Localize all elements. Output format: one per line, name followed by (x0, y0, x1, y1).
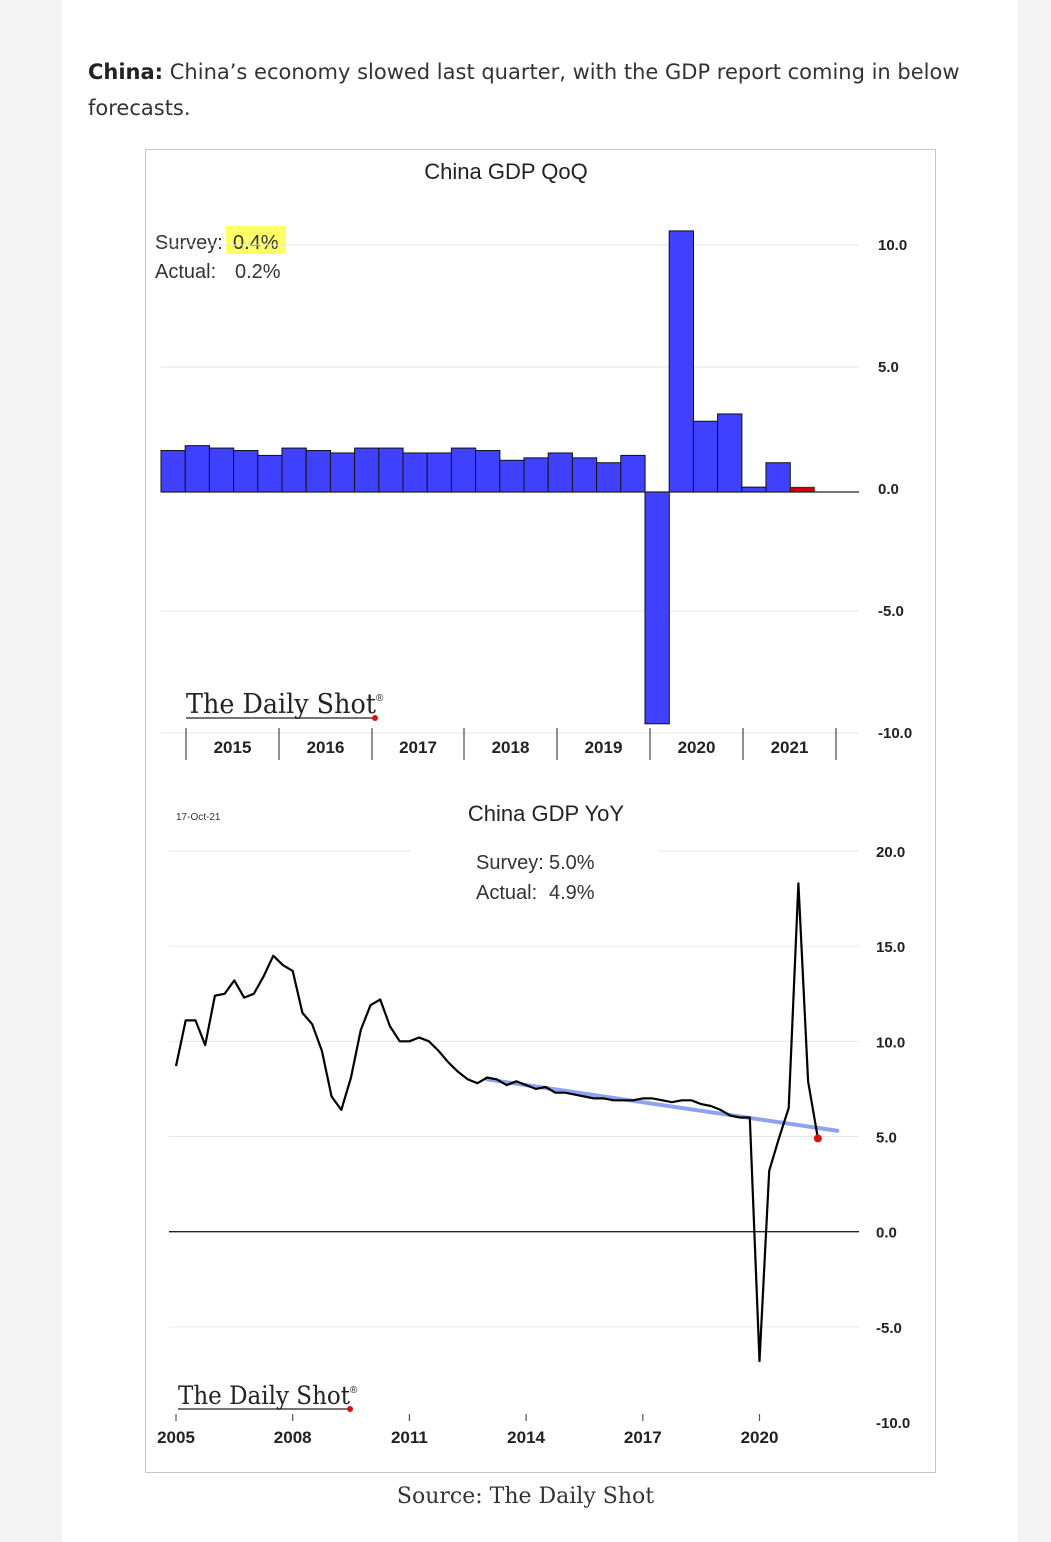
yoy-gridlines (169, 850, 859, 1328)
yoy-lines (174, 882, 840, 1363)
chart-frame: China GDP QoQ Survey: 0.4% Actual: 0.2% … (145, 149, 936, 1473)
qoq-bar (571, 457, 598, 493)
qoq-bar-latest (789, 486, 815, 493)
qoq-brand: The Daily Shot (186, 689, 376, 720)
qoq-y-tick-label: -10.0 (878, 725, 912, 742)
chart-svg: China GDP QoQ Survey: 0.4% Actual: 0.2% … (155, 159, 912, 1447)
qoq-bar (281, 447, 307, 493)
qoq-x-tick-label: 2020 (678, 738, 716, 757)
qoq-x-tick-label: 2021 (771, 738, 809, 757)
yoy-x-tick-label: 2020 (741, 1428, 779, 1447)
qoq-bar (644, 491, 670, 725)
qoq-brand-logo: The Daily Shot ® (186, 689, 384, 721)
qoq-x-tick-label: 2017 (399, 738, 437, 757)
qoq-bar (547, 452, 573, 493)
qoq-y-tick-label: 5.0 (878, 359, 899, 376)
yoy-brand: The Daily Shot (178, 1381, 350, 1410)
qoq-bar (499, 459, 525, 493)
qoq-bar (717, 413, 743, 493)
source-caption: Source: The Daily Shot (396, 1484, 655, 1509)
yoy-y-tick-label: -10.0 (876, 1415, 910, 1432)
country-label: China: (88, 60, 164, 84)
qoq-bar (402, 452, 428, 493)
yoy-y-tick-label: 0.0 (876, 1225, 897, 1242)
qoq-bar (765, 462, 791, 493)
article-paragraph: China: China’s economy slowed last quart… (88, 54, 988, 126)
qoq-bar (233, 450, 259, 493)
yoy-y-tick-label: 10.0 (876, 1034, 905, 1051)
yoy-chart: 17-Oct-21 China GDP YoY Survey: 5.0% Act… (157, 801, 910, 1447)
qoq-bar (160, 450, 186, 493)
yoy-x-tick-label: 2011 (391, 1428, 428, 1447)
qoq-bar (426, 452, 453, 493)
qoq-bar (523, 457, 549, 493)
article-text: China’s economy slowed last quarter, wit… (88, 60, 960, 120)
yoy-x-tick-label: 2017 (624, 1428, 662, 1447)
qoq-title: China GDP QoQ (424, 159, 587, 184)
yoy-brand-mark: ® (350, 1385, 358, 1396)
yoy-survey-label: Survey: (476, 852, 544, 874)
yoy-title: China GDP YoY (468, 801, 624, 826)
qoq-survey-value: 0.4% (233, 232, 279, 254)
qoq-bar (354, 447, 380, 493)
yoy-brand-dot (347, 1406, 353, 1412)
yoy-y-tick-label: 15.0 (876, 939, 905, 956)
yoy-y-tick-label: 5.0 (876, 1130, 897, 1147)
qoq-x-tick-label: 2016 (307, 738, 345, 757)
qoq-brand-mark: ® (376, 693, 384, 704)
qoq-survey-highlight (226, 226, 286, 254)
qoq-x-ticks: 2015 2016 2017 2018 2019 2020 2021 (185, 728, 837, 760)
yoy-survey-value: 5.0% (549, 852, 595, 874)
yoy-x-ticks: 2005 2008 2011 2014 2017 2020 (157, 1414, 778, 1447)
qoq-bar (329, 452, 356, 493)
qoq-bar (184, 445, 211, 493)
yoy-x-tick-label: 2008 (274, 1428, 312, 1447)
qoq-bar (378, 447, 404, 493)
qoq-bar (305, 450, 332, 493)
yoy-latest-marker (813, 1134, 822, 1143)
qoq-bars (160, 230, 859, 725)
qoq-y-tick-label: -5.0 (878, 603, 904, 620)
yoy-x-tick-label: 2005 (157, 1428, 195, 1447)
qoq-actual-label: Actual: (155, 261, 216, 283)
qoq-bar (668, 230, 694, 493)
qoq-bar (208, 447, 235, 493)
yoy-gdp-line (174, 882, 819, 1363)
yoy-y-tick-label: 20.0 (876, 844, 905, 861)
qoq-bar (475, 450, 501, 493)
qoq-bar (257, 454, 283, 493)
qoq-bar (620, 454, 646, 493)
qoq-bar (450, 447, 477, 493)
qoq-bar (596, 462, 622, 493)
qoq-survey-label: Survey: (155, 232, 223, 254)
qoq-chart: China GDP QoQ Survey: 0.4% Actual: 0.2% … (155, 159, 912, 760)
qoq-y-ticks: 10.0 5.0 0.0 -5.0 -10.0 (878, 237, 912, 742)
qoq-y-tick-label: 10.0 (878, 237, 907, 254)
yoy-y-ticks: 20.0 15.0 10.0 5.0 0.0 -5.0 -10.0 (876, 844, 910, 1432)
yoy-x-tick-label: 2014 (507, 1428, 545, 1447)
yoy-actual-value: 4.9% (549, 882, 595, 904)
qoq-x-tick-label: 2019 (585, 738, 623, 757)
yoy-date: 17-Oct-21 (176, 812, 221, 823)
qoq-actual-value: 0.2% (235, 261, 281, 283)
qoq-x-tick-label: 2018 (492, 738, 530, 757)
qoq-brand-dot (372, 715, 378, 721)
yoy-y-tick-label: -5.0 (876, 1320, 902, 1337)
qoq-y-tick-label: 0.0 (878, 481, 899, 498)
qoq-bar (692, 420, 719, 493)
yoy-actual-label: Actual: (476, 882, 537, 904)
yoy-brand-logo: The Daily Shot ® (178, 1381, 358, 1412)
qoq-x-tick-label: 2015 (214, 738, 252, 757)
qoq-bar (741, 486, 767, 493)
